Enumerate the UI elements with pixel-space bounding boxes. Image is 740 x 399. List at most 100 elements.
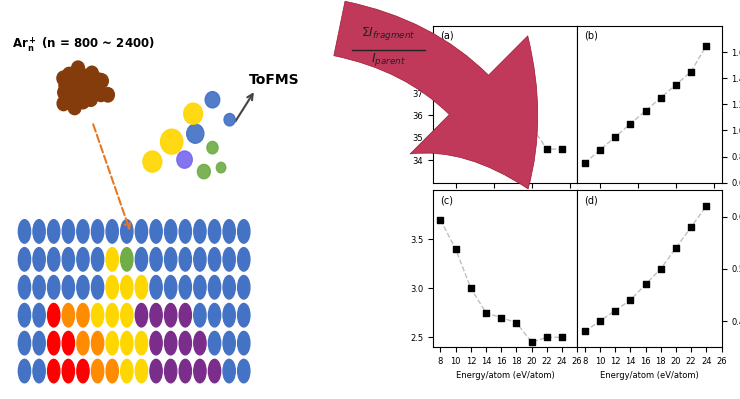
Ellipse shape xyxy=(121,220,133,243)
Ellipse shape xyxy=(164,220,177,243)
Point xyxy=(450,246,462,253)
Ellipse shape xyxy=(59,78,72,93)
Point xyxy=(594,147,606,153)
Ellipse shape xyxy=(164,359,177,383)
Ellipse shape xyxy=(121,248,133,271)
Ellipse shape xyxy=(150,276,162,299)
Ellipse shape xyxy=(18,276,30,299)
FancyArrowPatch shape xyxy=(334,1,538,189)
Text: (a): (a) xyxy=(440,31,454,41)
Ellipse shape xyxy=(80,72,92,86)
Ellipse shape xyxy=(47,332,60,355)
Ellipse shape xyxy=(143,151,162,172)
Ellipse shape xyxy=(164,304,177,327)
Ellipse shape xyxy=(18,359,30,383)
Ellipse shape xyxy=(77,332,89,355)
Ellipse shape xyxy=(72,86,85,100)
Ellipse shape xyxy=(106,359,118,383)
Ellipse shape xyxy=(164,276,177,299)
Text: $\Sigma I_{fragment}$: $\Sigma I_{fragment}$ xyxy=(361,25,416,42)
Point xyxy=(594,318,606,324)
Point xyxy=(700,203,712,209)
X-axis label: Energy/atom (eV/atom): Energy/atom (eV/atom) xyxy=(600,371,699,380)
Ellipse shape xyxy=(75,71,89,85)
Ellipse shape xyxy=(73,72,86,87)
Point xyxy=(541,334,553,340)
Ellipse shape xyxy=(121,359,133,383)
Ellipse shape xyxy=(194,304,206,327)
Ellipse shape xyxy=(106,248,118,271)
Ellipse shape xyxy=(33,248,45,271)
Ellipse shape xyxy=(150,304,162,327)
Ellipse shape xyxy=(209,359,221,383)
Point xyxy=(434,217,446,223)
Point xyxy=(465,123,477,130)
Ellipse shape xyxy=(106,304,118,327)
Ellipse shape xyxy=(150,220,162,243)
Point xyxy=(480,101,492,107)
Ellipse shape xyxy=(223,332,235,355)
Ellipse shape xyxy=(150,359,162,383)
Point xyxy=(670,245,682,251)
Ellipse shape xyxy=(18,248,30,271)
Text: $I_{parent}$: $I_{parent}$ xyxy=(371,51,406,68)
Ellipse shape xyxy=(60,76,73,90)
Ellipse shape xyxy=(47,359,60,383)
Ellipse shape xyxy=(224,113,235,126)
Ellipse shape xyxy=(72,90,85,105)
Ellipse shape xyxy=(179,220,192,243)
Ellipse shape xyxy=(238,359,250,383)
Ellipse shape xyxy=(121,276,133,299)
Ellipse shape xyxy=(150,248,162,271)
Ellipse shape xyxy=(106,276,118,299)
Text: ToFMS: ToFMS xyxy=(249,73,300,87)
Ellipse shape xyxy=(81,71,94,85)
Ellipse shape xyxy=(92,73,106,87)
Ellipse shape xyxy=(238,220,250,243)
Ellipse shape xyxy=(75,83,88,97)
Point xyxy=(525,123,537,130)
Ellipse shape xyxy=(47,248,60,271)
Ellipse shape xyxy=(68,100,81,115)
Ellipse shape xyxy=(179,276,192,299)
Ellipse shape xyxy=(80,84,93,99)
Ellipse shape xyxy=(62,220,75,243)
Text: (d): (d) xyxy=(585,195,598,205)
Point xyxy=(639,281,651,288)
Ellipse shape xyxy=(164,332,177,355)
Ellipse shape xyxy=(77,304,89,327)
Ellipse shape xyxy=(33,332,45,355)
Ellipse shape xyxy=(77,220,89,243)
Point xyxy=(480,310,492,316)
Ellipse shape xyxy=(223,248,235,271)
Ellipse shape xyxy=(77,248,89,271)
Ellipse shape xyxy=(76,81,89,96)
Ellipse shape xyxy=(59,85,72,99)
Point xyxy=(511,320,522,326)
Ellipse shape xyxy=(18,220,30,243)
Ellipse shape xyxy=(58,85,70,100)
Ellipse shape xyxy=(161,129,183,154)
Ellipse shape xyxy=(62,248,75,271)
Ellipse shape xyxy=(106,220,118,243)
Ellipse shape xyxy=(86,66,98,81)
Point xyxy=(700,42,712,49)
Ellipse shape xyxy=(194,220,206,243)
Point xyxy=(685,69,697,75)
Ellipse shape xyxy=(186,124,204,143)
Ellipse shape xyxy=(194,276,206,299)
Ellipse shape xyxy=(194,359,206,383)
Ellipse shape xyxy=(78,90,91,105)
Point xyxy=(579,328,591,335)
Ellipse shape xyxy=(179,304,192,327)
Ellipse shape xyxy=(223,304,235,327)
Ellipse shape xyxy=(18,332,30,355)
Point xyxy=(465,285,477,292)
Ellipse shape xyxy=(78,83,91,97)
Ellipse shape xyxy=(79,85,92,100)
Ellipse shape xyxy=(238,304,250,327)
Ellipse shape xyxy=(207,141,218,154)
Ellipse shape xyxy=(184,103,203,124)
Ellipse shape xyxy=(209,304,221,327)
Ellipse shape xyxy=(68,80,81,95)
